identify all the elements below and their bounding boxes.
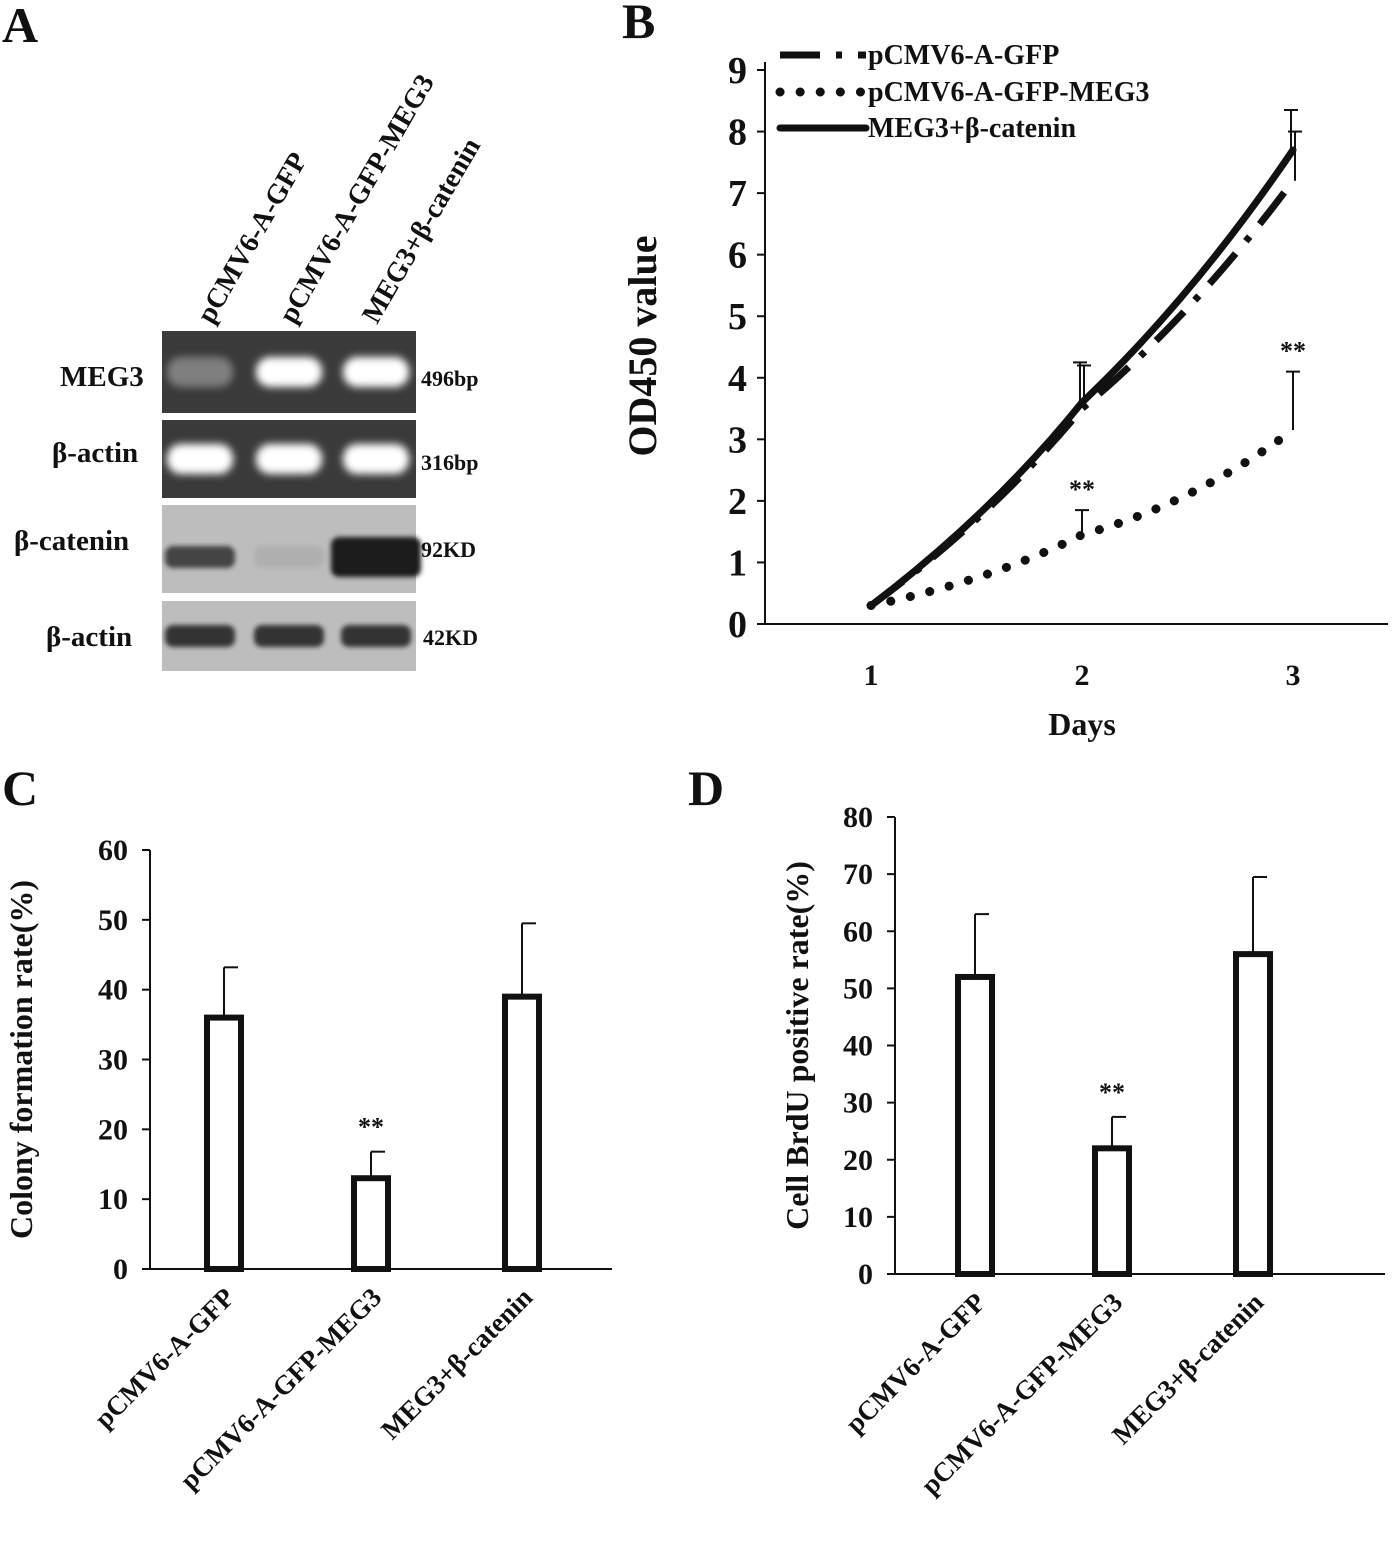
band <box>331 537 421 577</box>
y-tick-label: 40 <box>98 974 128 1007</box>
y-tick-label: 5 <box>728 296 747 338</box>
bar-3 <box>1233 951 1273 1277</box>
y-tick-label: 4 <box>728 358 747 400</box>
significance-label: ** <box>1099 1078 1125 1107</box>
x-axis-title: Days <box>1048 706 1116 742</box>
y-tick-label: 50 <box>843 972 873 1005</box>
x-tick-label: 3 <box>1286 659 1301 692</box>
gel-strips <box>162 331 421 671</box>
category-label-1: pCMV6-A-GFP <box>840 1287 992 1439</box>
y-tick-label: 8 <box>728 112 747 154</box>
category-label-3: MEG3+β-catenin <box>1106 1287 1269 1450</box>
panel-letter-a: A <box>2 0 38 53</box>
size-label-actin-protein: 42KD <box>423 625 478 650</box>
y-tick-label: 60 <box>98 834 128 867</box>
size-label-actin-dna: 316bp <box>421 450 478 475</box>
y-tick-label: 6 <box>728 235 747 277</box>
lane-label-2: pCMV6-A-GFP-MEG3 <box>273 69 441 328</box>
bar-1 <box>955 973 995 1277</box>
y-tick-label: 80 <box>843 801 873 834</box>
band <box>167 357 233 387</box>
y-tick-label: 1 <box>728 542 747 584</box>
row-label-actin-dna: β-actin <box>52 437 138 469</box>
y-tick-label: 10 <box>98 1183 128 1216</box>
chart-d: 0 10 20 30 40 50 60 70 80 Cell BrdU positive rate… <box>779 801 1385 1500</box>
y-tick-label: 0 <box>113 1253 128 1286</box>
bar-3 <box>502 993 542 1273</box>
y-tick-label: 20 <box>98 1113 128 1146</box>
category-label-1: pCMV6-A-GFP <box>89 1282 241 1434</box>
x-tick-label: 1 <box>864 659 879 692</box>
chart-b: 0 1 2 3 4 5 6 7 8 9 1 2 3 Days OD450 value ** ** pCMV6-A-… <box>620 40 1388 742</box>
y-tick-label: 7 <box>728 173 747 215</box>
y-tick-label: 20 <box>843 1144 873 1177</box>
y-tick-label: 2 <box>728 481 747 523</box>
band <box>256 444 322 474</box>
y-tick-label: 70 <box>843 858 873 891</box>
y-tick-label: 0 <box>728 604 747 646</box>
y-tick-label: 10 <box>843 1201 873 1234</box>
x-tick-label: 2 <box>1075 659 1090 692</box>
y-tick-label: 30 <box>98 1044 128 1077</box>
size-label-catenin: 92KD <box>421 537 476 562</box>
legend-label-3: MEG3+β-catenin <box>868 113 1076 144</box>
y-tick-label: 60 <box>843 915 873 948</box>
significance-label: ** <box>358 1113 384 1142</box>
panel-letter-c: C <box>2 760 38 816</box>
band <box>165 625 235 647</box>
row-label-catenin: β-catenin <box>14 525 129 557</box>
chart-c: 0 10 20 30 40 50 60 Colony formation rate(%) pCM… <box>3 834 612 1495</box>
y-tick-label: 0 <box>858 1258 873 1291</box>
y-tick-label: 9 <box>728 50 747 92</box>
legend-label-2: pCMV6-A-GFP-MEG3 <box>868 77 1150 108</box>
band <box>165 546 235 568</box>
y-tick-label: 30 <box>843 1087 873 1120</box>
bar-2 <box>351 1175 391 1273</box>
row-label-actin-protein: β-actin <box>46 621 132 653</box>
y-axis-title: Cell BrdU positive rate(%) <box>779 861 815 1230</box>
band <box>167 444 233 474</box>
legend-label-1: pCMV6-A-GFP <box>868 40 1059 71</box>
band <box>343 444 409 474</box>
significance-label: ** <box>1280 337 1306 366</box>
panel-letter-d: D <box>688 760 724 816</box>
band <box>343 357 409 387</box>
band <box>254 546 324 568</box>
row-label-meg3: MEG3 <box>60 361 144 393</box>
y-tick-label: 40 <box>843 1030 873 1063</box>
y-tick-label: 3 <box>728 419 747 461</box>
y-axis-title: Colony formation rate(%) <box>3 880 39 1239</box>
category-label-3: MEG3+β-catenin <box>375 1282 538 1445</box>
gel-panel: pCMV6-A-GFP pCMV6-A-GFP-MEG3 MEG3+β-cate… <box>14 69 487 671</box>
series-line-3 <box>867 146 1297 610</box>
band <box>254 625 324 647</box>
y-axis-title: OD450 value <box>620 235 665 456</box>
band <box>256 357 322 387</box>
band <box>341 625 411 647</box>
bar-1 <box>204 1014 244 1272</box>
size-label-meg3: 496bp <box>421 366 478 391</box>
series-line-1 <box>868 178 1296 609</box>
significance-label: ** <box>1069 475 1095 504</box>
bar-2 <box>1092 1145 1132 1277</box>
y-tick-label: 50 <box>98 904 128 937</box>
panel-letter-b: B <box>622 0 655 49</box>
